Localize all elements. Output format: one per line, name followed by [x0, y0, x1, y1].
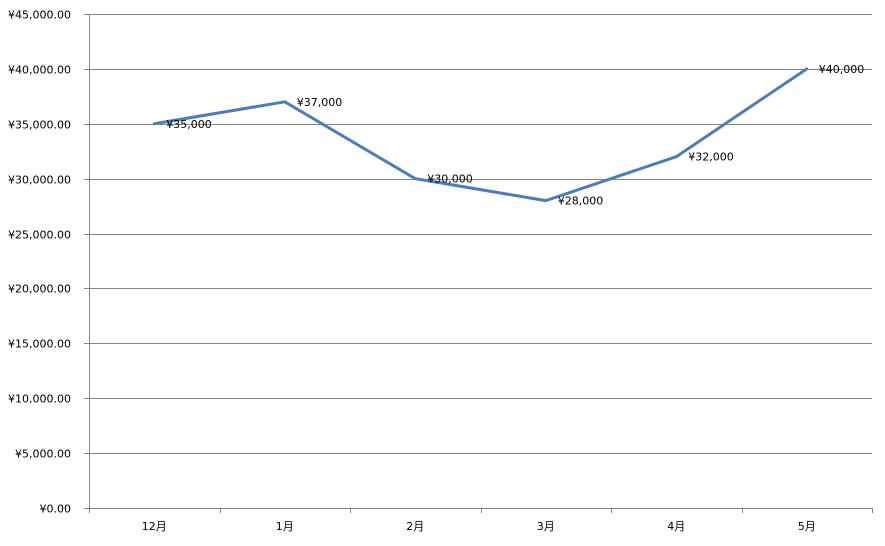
y-tick-label: ¥5,000.00 — [15, 448, 71, 461]
y-axis-tick-labels: ¥0.00 ¥5,000.00 ¥10,000.00 ¥15,000.00 ¥20,00… — [8, 9, 71, 516]
y-tick-label: ¥30,000.00 — [8, 174, 71, 187]
data-labels: ¥35,000 ¥37,000 ¥30,000 ¥28,000 ¥32,000 ¥40,0… — [166, 63, 864, 208]
y-tick-label: ¥20,000.00 — [8, 283, 71, 296]
x-tick-label: 4月 — [667, 520, 685, 533]
y-tick-label: ¥25,000.00 — [8, 229, 71, 242]
data-label: ¥28,000 — [558, 195, 604, 208]
y-tick-label: ¥40,000.00 — [8, 64, 71, 77]
y-tick-label: ¥10,000.00 — [8, 393, 71, 406]
x-tick-label: 3月 — [537, 520, 555, 533]
data-point — [544, 199, 548, 203]
x-tick-label: 5月 — [798, 520, 816, 533]
axes — [84, 14, 873, 513]
data-point — [805, 67, 809, 71]
data-label: ¥37,000 — [297, 96, 343, 109]
data-point — [413, 177, 417, 181]
data-label: ¥30,000 — [427, 173, 473, 186]
series-line — [154, 67, 808, 203]
y-tick-label: ¥45,000.00 — [8, 9, 71, 22]
data-label: ¥32,000 — [688, 151, 734, 164]
data-point — [152, 122, 156, 126]
y-tick-label: ¥0.00 — [40, 503, 72, 516]
data-label: ¥40,000 — [819, 63, 865, 76]
data-point — [674, 155, 678, 159]
y-tick-label: ¥35,000.00 — [8, 119, 71, 132]
x-tick-label: 12月 — [142, 520, 167, 533]
x-tick-label: 2月 — [406, 520, 424, 533]
data-point — [283, 100, 287, 104]
data-label: ¥35,000 — [166, 118, 212, 131]
gridlines — [89, 14, 872, 454]
x-axis-tick-labels: 12月 1月 2月 3月 4月 5月 — [142, 520, 816, 533]
x-tick-label: 1月 — [276, 520, 294, 533]
series-group — [152, 67, 809, 203]
y-tick-label: ¥15,000.00 — [8, 338, 71, 351]
